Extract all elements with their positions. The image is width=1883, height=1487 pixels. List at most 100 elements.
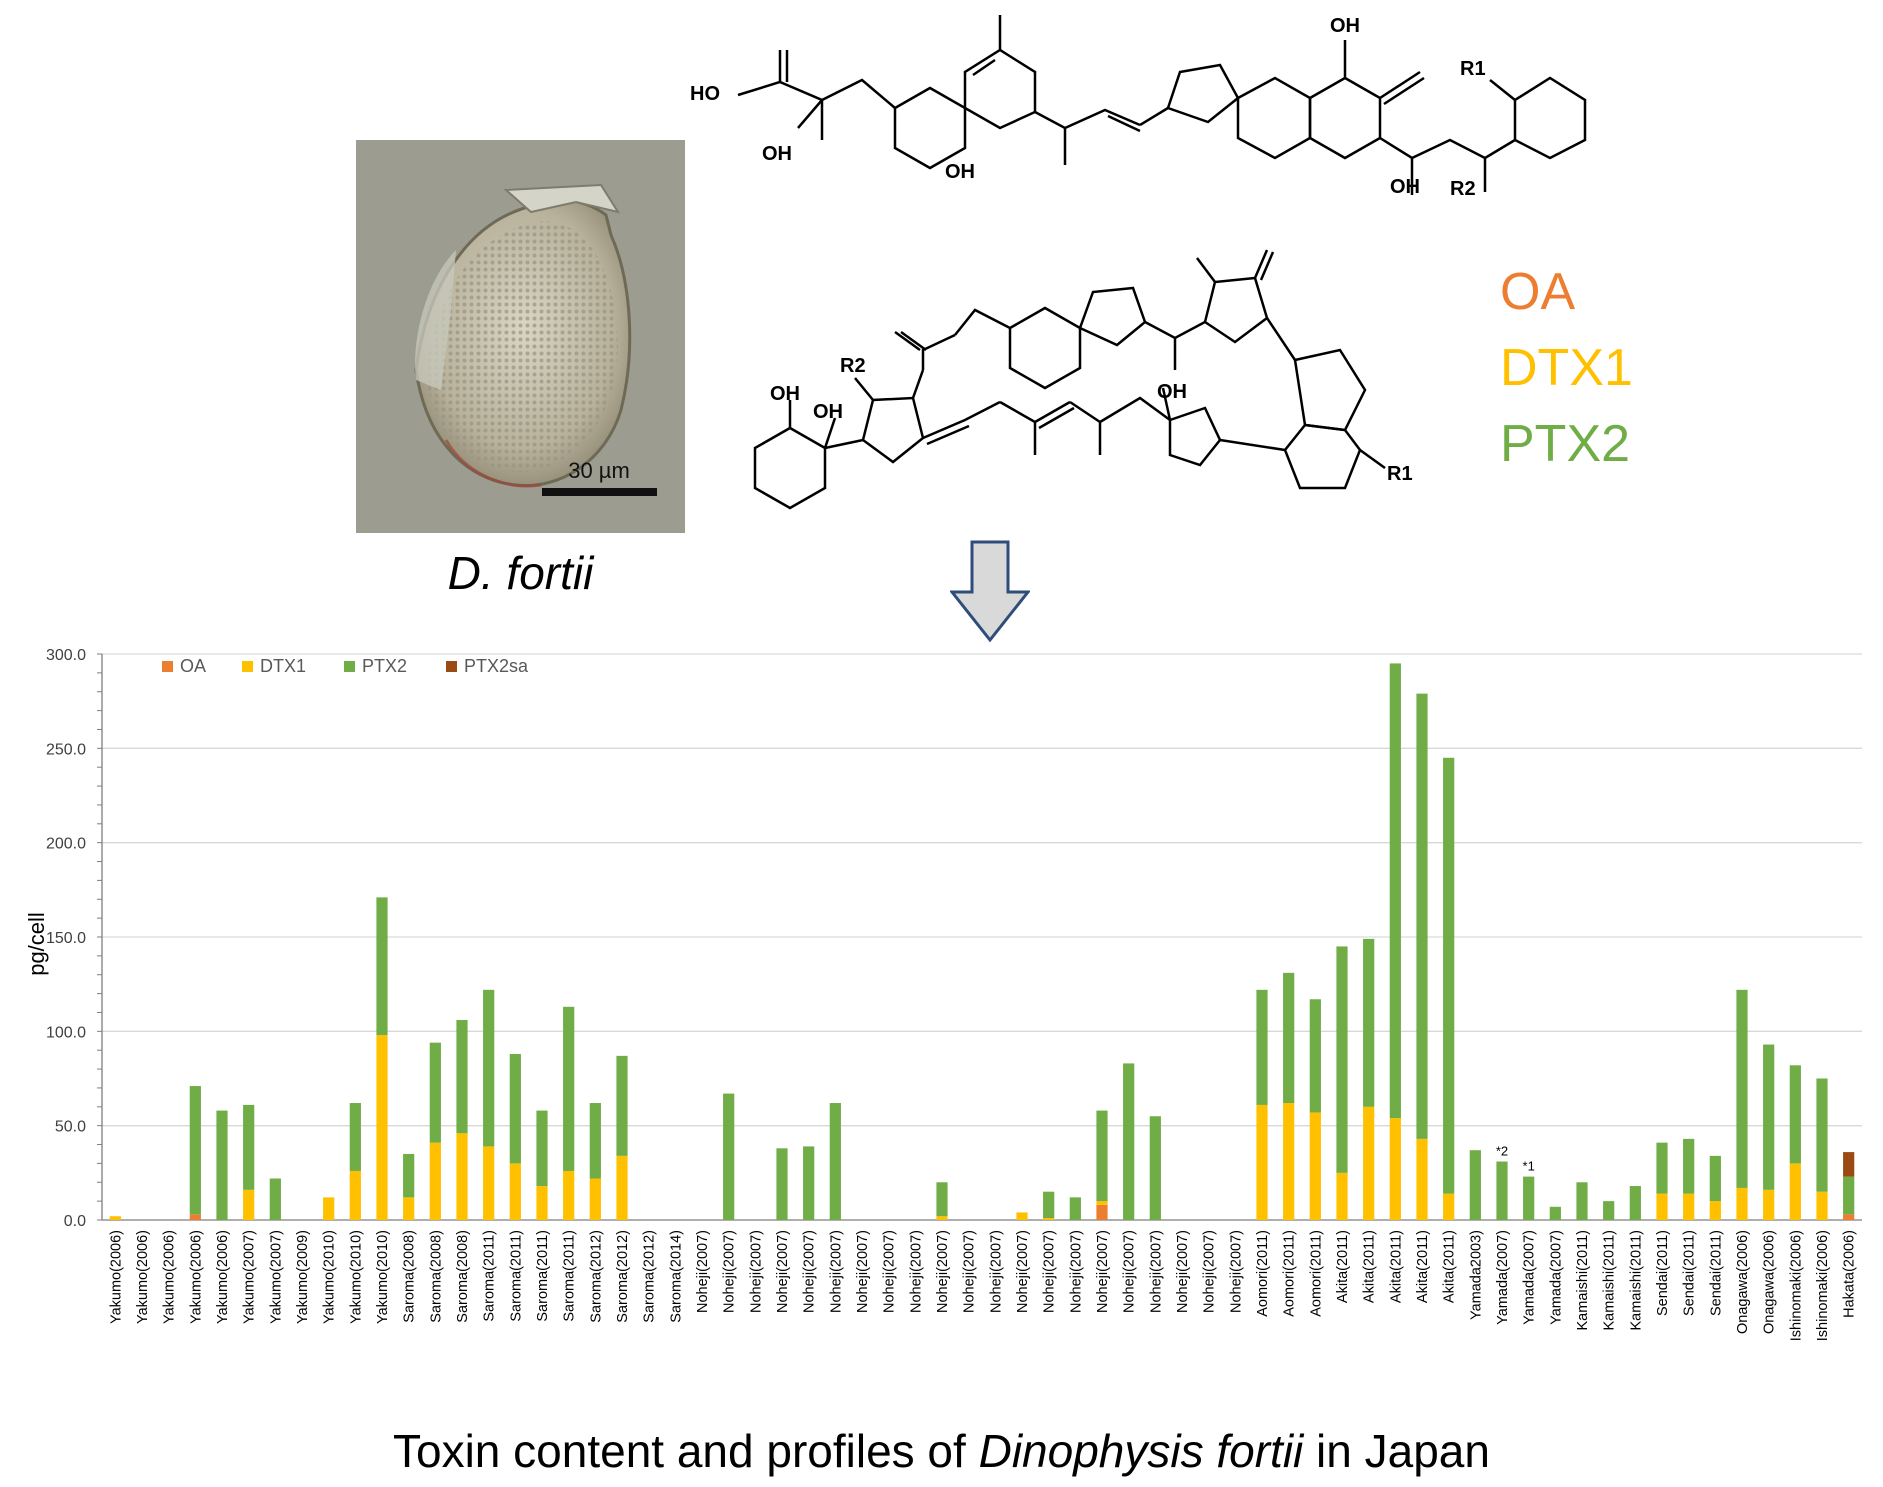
x-tick-label: Ishinomaki(2006) — [1815, 1230, 1831, 1341]
structure-okadaic-acid: HO OH OH OH OH R1 R2 — [690, 15, 1587, 200]
bar-segment-dtx1 — [936, 1216, 948, 1220]
structure-bottom-label-4: R1 — [1387, 463, 1413, 485]
structure-top-labels: HO OH OH OH OH R1 R2 — [690, 15, 1486, 200]
scale-bar-label: 30 µm — [568, 458, 630, 483]
structure-top-label-3: OH — [1330, 15, 1360, 37]
x-tick-label: Saroma(2008) — [428, 1230, 444, 1323]
x-tick-label: Saroma(2008) — [402, 1230, 418, 1323]
bar-annotation: *1 — [1523, 1159, 1535, 1174]
bar-segment-ptx2 — [429, 1042, 441, 1143]
figure-title: Toxin content and profiles of Dinophysis… — [0, 1424, 1883, 1478]
bar-segment-ptx2 — [1149, 1116, 1161, 1220]
bar-segment-ptx2 — [1683, 1138, 1695, 1194]
y-axis-title: pg/cell — [24, 912, 49, 976]
chart-legend: OA DTX1 PTX2 PTX2sa — [162, 656, 529, 676]
bar-segment-ptx2 — [803, 1146, 815, 1220]
x-tick-label: Noheji(2007) — [1068, 1230, 1084, 1313]
bar-segment-ptx2 — [1043, 1191, 1055, 1219]
structure-pectenotoxin: R2 OH OH OH R1 — [753, 249, 1413, 510]
x-tick-label: Noheji(2007) — [775, 1230, 791, 1313]
x-tick-label: Saroma(2011) — [535, 1230, 551, 1322]
x-tick-label: Noheji(2007) — [1095, 1230, 1111, 1313]
bar-segment-ptx2 — [456, 1020, 468, 1134]
x-tick-label: Yamada2003) — [1468, 1230, 1484, 1320]
y-tick-label: 50.0 — [55, 1119, 86, 1136]
bar-segment-dtx1 — [349, 1170, 361, 1220]
x-tick-label: Yakumo(2006) — [108, 1230, 124, 1324]
bar-segment-dtx1 — [1709, 1201, 1721, 1220]
x-tick-label: Noheji(2007) — [935, 1230, 951, 1313]
bar-segment-ptx2 — [1816, 1078, 1828, 1192]
x-tick-label: Saroma(2014) — [668, 1230, 684, 1323]
x-tick-label: Noheji(2007) — [908, 1230, 924, 1313]
x-tick-label: Yakumo(2006) — [215, 1230, 231, 1324]
bar-segment-ptx2 — [1843, 1176, 1855, 1215]
bar-segment-ptx2 — [1576, 1182, 1588, 1220]
bar-segment-dtx1 — [376, 1035, 388, 1220]
bar-segment-dtx1 — [1016, 1212, 1028, 1220]
bar-segment-ptx2 — [509, 1053, 521, 1164]
y-tick-label: 250.0 — [46, 741, 86, 758]
bar-segment-dtx1 — [483, 1146, 495, 1220]
bar-segment-dtx1 — [536, 1186, 548, 1220]
x-tick-label: Noheji(2007) — [988, 1230, 1004, 1313]
figure-title-italic: Dinophysis fortii — [978, 1425, 1304, 1477]
bar-segment-ptx2 — [1123, 1063, 1135, 1220]
scale-bar — [542, 488, 657, 496]
structure-top-label-4: OH — [1390, 176, 1420, 198]
bar-segment-ptx2 — [589, 1103, 601, 1179]
x-tick-label: Kamaishi(2011) — [1628, 1230, 1644, 1330]
cell-edge-red — [444, 439, 542, 488]
x-tick-label: Noheji(2007) — [722, 1230, 738, 1313]
bar-segment-ptx2 — [776, 1148, 788, 1220]
bar-segment-ptx2 — [563, 1006, 575, 1171]
bar-segment-ptx2 — [936, 1182, 948, 1217]
bar-segment-dtx1 — [1656, 1193, 1668, 1220]
legend-entry: PTX2sa — [464, 656, 529, 676]
legend-entry: OA — [180, 656, 206, 676]
structure-top-bonds — [737, 15, 1587, 195]
bar-segment-dtx1 — [1416, 1138, 1428, 1220]
x-tick-label: Sendai(2011) — [1708, 1230, 1724, 1316]
x-tick-label: Yakumo(2007) — [242, 1230, 258, 1324]
figure-title-post: in Japan — [1303, 1425, 1490, 1477]
bar-segment-dtx1 — [1816, 1191, 1828, 1220]
bar-segment-dtx1 — [243, 1189, 255, 1220]
x-tick-label: Noheji(2007) — [882, 1230, 898, 1313]
bar-segment-ptx2 — [269, 1178, 281, 1220]
structure-top-label-0: HO — [690, 83, 720, 105]
structure-bottom-bonds — [753, 249, 1386, 510]
chart-annotations: *2 *1 — [1496, 1144, 1535, 1174]
x-tick-label: Noheji(2007) — [1148, 1230, 1164, 1313]
micrograph-image: 30 µm — [356, 140, 685, 533]
bar-segment-dtx1 — [429, 1142, 441, 1220]
chart-gridlines — [97, 653, 1862, 1221]
bar-segment-ptx2 — [1443, 757, 1455, 1194]
x-tick-label: Noheji(2007) — [1175, 1230, 1191, 1313]
toxin-stacked-bar-chart: 0.0 50.0 100.0 150.0 200.0 250.0 300.0 Yakumo(… — [24, 647, 1862, 1341]
bar-annotation: *2 — [1496, 1144, 1508, 1159]
x-tick-label: Yakumo(2006) — [188, 1230, 204, 1324]
x-tick-label: Aomori(2011) — [1282, 1230, 1298, 1317]
bar-segment-ptx2 — [243, 1104, 255, 1190]
bar-segment-dtx1 — [1789, 1163, 1801, 1220]
x-tick-label: Saroma(2011) — [482, 1230, 498, 1322]
bar-segment-oa — [1096, 1204, 1108, 1220]
x-tick-label: Yamada(2007) — [1548, 1230, 1564, 1325]
legend-label-dtx1: DTX1 — [1500, 339, 1633, 397]
y-tick-label: 300.0 — [46, 647, 86, 664]
y-tick-label: 200.0 — [46, 836, 86, 853]
bar-segment-ptx2 — [483, 989, 495, 1147]
x-tick-label: Yamada(2007) — [1495, 1230, 1511, 1325]
bar-segment-dtx1 — [1443, 1193, 1455, 1220]
legend-swatch — [446, 661, 457, 672]
structure-bottom-label-2: OH — [813, 401, 843, 423]
bar-segment-dtx1 — [616, 1155, 628, 1220]
bar-segment-dtx1 — [509, 1163, 521, 1220]
species-caption: D. fortii — [447, 547, 594, 599]
bar-segment-ptx2 — [376, 897, 388, 1036]
structure-bottom-label-0: R2 — [840, 355, 866, 377]
bar-segment-ptx2 — [1389, 663, 1401, 1119]
structure-bottom-label-1: OH — [770, 383, 800, 405]
cell-collar — [503, 183, 621, 214]
